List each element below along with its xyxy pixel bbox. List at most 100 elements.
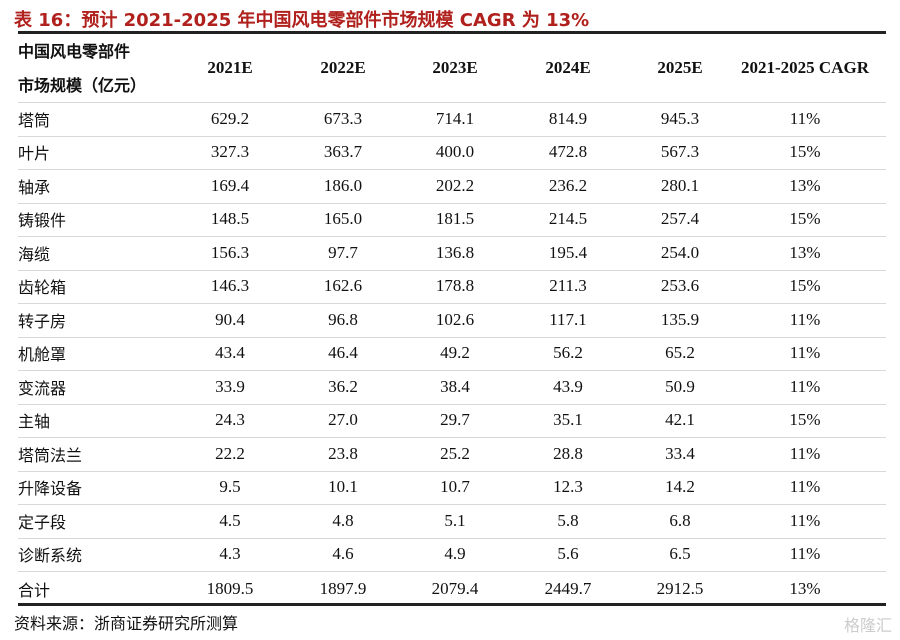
cell-value: 181.5 bbox=[435, 209, 475, 229]
watermark: 格隆汇 bbox=[843, 616, 892, 635]
cell-value: 135.9 bbox=[660, 309, 700, 329]
cell-value: 33.9 bbox=[215, 376, 245, 396]
row-divider bbox=[18, 303, 886, 304]
column-header: 2024E bbox=[545, 58, 591, 77]
cell-value: 629.2 bbox=[210, 108, 250, 128]
cell-value: 280.1 bbox=[660, 175, 700, 195]
cell-value: 14.2 bbox=[665, 477, 695, 497]
cell-value: 400.0 bbox=[435, 142, 475, 162]
table-row: 塔筒 629.2 673.3 714.1 814.9 945.3 11% bbox=[18, 102, 886, 136]
table-row: 轴承 169.4 186.0 202.2 236.2 280.1 13% bbox=[18, 169, 886, 203]
row-divider bbox=[18, 169, 886, 170]
cell-value: 136.8 bbox=[435, 242, 475, 262]
cell-value: 13% bbox=[789, 242, 821, 262]
column-header: 2025E bbox=[657, 58, 703, 77]
column-header: 2022E bbox=[320, 58, 366, 77]
cell-value: 27.0 bbox=[328, 410, 358, 430]
row-label: 轴承 bbox=[18, 177, 51, 197]
cell-value: 327.3 bbox=[210, 142, 250, 162]
column-header: 2021-2025 CAGR bbox=[741, 58, 869, 77]
cell-value: 35.1 bbox=[553, 410, 583, 430]
cell-value: 12.3 bbox=[553, 477, 583, 497]
table-row: 升降设备 9.5 10.1 10.7 12.3 14.2 11% bbox=[18, 471, 886, 505]
cell-value: 10.7 bbox=[440, 477, 470, 497]
table-row: 诊断系统 4.3 4.6 4.9 5.6 6.5 11% bbox=[18, 538, 886, 572]
table-row: 变流器 33.9 36.2 38.4 43.9 50.9 11% bbox=[18, 370, 886, 404]
header-label-line2: 市场规模（亿元） bbox=[18, 76, 147, 95]
cell-value: 102.6 bbox=[435, 309, 475, 329]
row-divider bbox=[18, 470, 886, 472]
table-row: 海缆 156.3 97.7 136.8 195.4 254.0 13% bbox=[18, 236, 886, 270]
cell-value: 36.2 bbox=[328, 376, 358, 396]
cell-value: 4.8 bbox=[332, 510, 354, 530]
cell-value: 5.6 bbox=[557, 544, 579, 564]
cell-value: 96.8 bbox=[328, 309, 358, 329]
cell-value: 472.8 bbox=[548, 142, 588, 162]
row-divider bbox=[18, 504, 886, 505]
cell-value: 13% bbox=[789, 578, 821, 598]
cell-value: 2079.4 bbox=[431, 578, 479, 598]
cell-value: 363.7 bbox=[323, 142, 363, 162]
cell-value: 165.0 bbox=[323, 209, 363, 229]
cell-value: 178.8 bbox=[435, 276, 475, 296]
cell-value: 5.1 bbox=[444, 510, 466, 530]
table-row: 定子段 4.5 4.8 5.1 5.8 6.8 11% bbox=[18, 504, 886, 538]
cell-value: 195.4 bbox=[548, 242, 588, 262]
cell-value: 714.1 bbox=[435, 108, 475, 128]
cell-value: 9.5 bbox=[219, 477, 241, 497]
row-divider bbox=[18, 437, 886, 438]
cell-value: 202.2 bbox=[435, 175, 475, 195]
row-label: 转子房 bbox=[18, 311, 67, 331]
cell-value: 186.0 bbox=[323, 175, 363, 195]
cell-value: 28.8 bbox=[553, 443, 583, 463]
cell-value: 567.3 bbox=[660, 142, 700, 162]
row-divider bbox=[18, 336, 886, 338]
row-divider bbox=[18, 202, 886, 204]
cell-value: 11% bbox=[789, 443, 821, 463]
cell-value: 162.6 bbox=[323, 276, 363, 296]
row-label: 升降设备 bbox=[18, 479, 83, 499]
cell-value: 11% bbox=[789, 309, 821, 329]
cell-value: 6.8 bbox=[669, 510, 691, 530]
row-label: 机舱罩 bbox=[18, 345, 67, 365]
cell-value: 4.5 bbox=[219, 510, 241, 530]
cell-value: 43.9 bbox=[553, 376, 583, 396]
cell-value: 1809.5 bbox=[206, 578, 254, 598]
row-divider bbox=[18, 537, 886, 539]
row-divider bbox=[18, 135, 886, 137]
cell-value: 10.1 bbox=[328, 477, 358, 497]
cell-value: 15% bbox=[789, 410, 821, 430]
cell-value: 90.4 bbox=[215, 309, 245, 329]
row-label: 铸锻件 bbox=[18, 211, 67, 231]
cell-value: 169.4 bbox=[210, 175, 250, 195]
cell-value: 11% bbox=[789, 477, 821, 497]
cell-value: 814.9 bbox=[548, 108, 588, 128]
cell-value: 38.4 bbox=[440, 376, 470, 396]
cell-value: 42.1 bbox=[665, 410, 695, 430]
column-header: 2023E bbox=[432, 58, 478, 77]
table-row: 转子房 90.4 96.8 102.6 117.1 135.9 11% bbox=[18, 303, 886, 337]
row-label: 诊断系统 bbox=[18, 546, 83, 566]
cell-value: 148.5 bbox=[210, 209, 250, 229]
row-label: 海缆 bbox=[18, 244, 51, 264]
cell-value: 11% bbox=[789, 343, 821, 363]
table-row: 铸锻件 148.5 165.0 181.5 214.5 257.4 15% bbox=[18, 203, 886, 237]
cell-value: 29.7 bbox=[440, 410, 470, 430]
top-rule bbox=[18, 31, 886, 34]
cell-value: 5.8 bbox=[557, 510, 579, 530]
cell-value: 236.2 bbox=[548, 175, 588, 195]
cell-value: 4.9 bbox=[444, 544, 466, 564]
column-header: 2021E bbox=[207, 58, 253, 77]
row-label: 合计 bbox=[18, 580, 51, 600]
table-row: 齿轮箱 146.3 162.6 178.8 211.3 253.6 15% bbox=[18, 270, 886, 304]
cell-value: 2449.7 bbox=[544, 578, 592, 598]
header-label-line1: 中国风电零部件 bbox=[18, 42, 131, 61]
table-row: 塔筒法兰 22.2 23.8 25.2 28.8 33.4 11% bbox=[18, 437, 886, 471]
cell-value: 56.2 bbox=[553, 343, 583, 363]
row-divider bbox=[18, 403, 886, 405]
cell-value: 22.2 bbox=[215, 443, 245, 463]
cell-value: 117.1 bbox=[549, 309, 587, 329]
table-row: 机舱罩 43.4 46.4 49.2 56.2 65.2 11% bbox=[18, 337, 886, 371]
cell-value: 13% bbox=[789, 175, 821, 195]
cell-value: 257.4 bbox=[660, 209, 700, 229]
